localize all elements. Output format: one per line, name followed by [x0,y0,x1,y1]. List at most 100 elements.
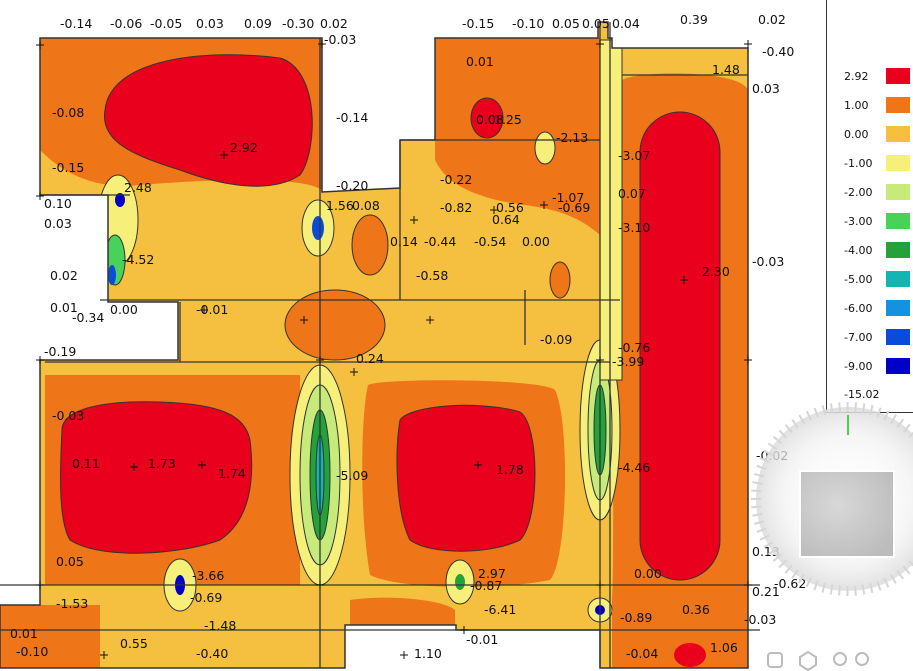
contour-band-yellow [599,39,623,381]
legend-entry: 0.00 [844,126,910,142]
legend-swatch [886,184,910,200]
value-label: 0.03 [752,81,780,96]
value-label: 0.05 [582,16,610,31]
value-label: -0.54 [474,234,506,249]
value-label: -0.89 [620,610,652,625]
value-label: -4.52 [122,252,154,267]
legend-value: -3.00 [844,214,873,228]
value-label: 0.01 [10,626,38,641]
value-label: 1.56 [326,198,354,213]
value-label: 0.04 [612,16,640,31]
value-label: 0.01 [50,300,78,315]
value-label: -1.53 [56,596,88,611]
home-view-icon[interactable] [767,652,783,668]
value-label: 1.06 [710,640,738,655]
legend-swatch [886,97,910,113]
value-label: -0.05 [150,16,182,31]
legend-swatch [886,271,910,287]
legend-value: 1.00 [844,98,869,112]
contour-band-red [103,54,313,187]
view-toolbar-icons[interactable] [767,650,869,671]
value-label: 2.97 [478,566,506,581]
legend-value: -2.00 [844,185,873,199]
value-label: -0.08 [52,105,84,120]
node-markers [36,40,752,659]
value-label: 0.11 [72,456,100,471]
legend-entry: 1.00 [844,97,910,113]
value-label: -0.22 [440,172,472,187]
value-label: -0.01 [196,302,228,317]
legend-value: -1.00 [844,156,873,170]
legend-entry: -6.00 [844,300,910,316]
legend-value: -4.00 [844,243,873,257]
value-label: 0.24 [356,351,384,366]
value-label: -4.46 [618,460,650,475]
value-label: 0.36 [682,602,710,617]
value-label: -0.62 [774,576,806,591]
legend-entry: -4.00 [844,242,910,258]
value-label: 0.01 [466,54,494,69]
value-label: 0.21 [752,584,780,599]
value-label: 0.02 [758,12,786,27]
legend-entry: -1.00 [844,155,910,171]
value-label: -5.09 [336,468,368,483]
value-label: 1.25 [494,112,522,127]
legend-swatch [886,329,910,345]
contour-band-orange [284,289,386,361]
value-label: 0.56 [496,200,524,215]
value-label: -0.03 [744,612,776,627]
value-label: -0.14 [336,110,368,125]
value-label: 0.39 [680,12,708,27]
value-label: 1.74 [218,466,246,481]
view-cube-face[interactable] [799,470,895,558]
value-label: 0.03 [44,216,72,231]
value-label: -0.69 [558,200,590,215]
contour-band-green [455,574,465,590]
legend-entry: -7.00 [844,329,910,345]
value-label: -0.09 [540,332,572,347]
value-label: 0.64 [492,212,520,227]
value-label: -0.15 [52,160,84,175]
value-label: -0.03 [752,254,784,269]
value-label: 0.05 [56,554,84,569]
contour-band-blue [115,193,125,207]
value-label: -0.58 [416,268,448,283]
value-label: -0.10 [512,16,544,31]
contour-band-orange [0,605,100,668]
value-label: -0.87 [470,578,502,593]
legend-value: 2.92 [844,69,869,83]
value-label: -0.44 [424,234,456,249]
value-label: -0.40 [762,44,794,59]
view-cube-widget[interactable] [748,395,913,671]
contour-band-yellow [534,131,556,165]
value-label: 0.07 [618,186,646,201]
value-label: -0.15 [462,16,494,31]
value-label: 0.02 [50,268,78,283]
legend-swatch [886,126,910,142]
value-label: -0.03 [324,32,356,47]
pan-icon[interactable] [855,652,869,666]
contour-band-blue [312,216,324,240]
legend-min-value: -15.02 [844,388,880,401]
value-label: 0.14 [390,234,418,249]
legend-swatch [886,358,910,374]
value-label: -0.10 [16,644,48,659]
contour-band-orange [549,261,571,299]
legend-swatch [886,68,910,84]
legend-value: -7.00 [844,330,873,344]
orbit-icon[interactable] [833,652,847,666]
legend-swatch [886,155,910,171]
value-label: -0.03 [52,408,84,423]
value-label: -0.34 [72,310,104,325]
value-label: -0.19 [44,344,76,359]
cube-view-icon[interactable] [799,650,817,671]
contour-band-orange [612,604,740,668]
contour-band-orange [435,38,600,235]
value-label: -0.40 [196,646,228,661]
legend-swatch [886,242,910,258]
legend-value: -9.00 [844,359,873,373]
value-label: 0.00 [634,566,662,581]
contour-band-red [396,404,536,552]
